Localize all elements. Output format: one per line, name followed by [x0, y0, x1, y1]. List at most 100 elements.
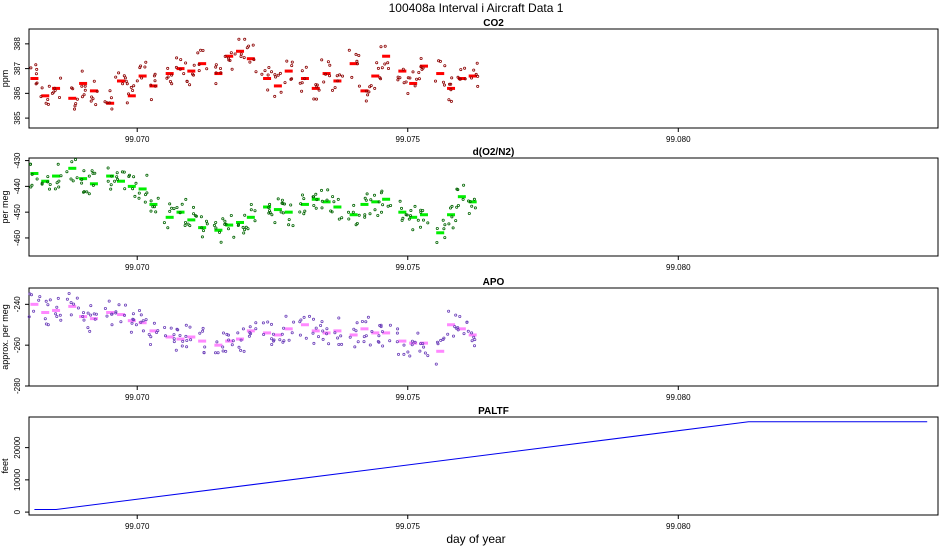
data-point: [219, 240, 223, 244]
data-point: [39, 95, 43, 99]
data-point: [276, 73, 280, 77]
data-point: [172, 207, 176, 211]
data-point: [254, 327, 258, 331]
data-point: [82, 93, 86, 97]
data-point: [333, 86, 337, 90]
data-point: [57, 185, 61, 189]
data-point: [43, 317, 47, 321]
data-point: [198, 331, 202, 335]
data-point: [188, 224, 192, 228]
data-point: [224, 349, 228, 353]
data-point: [221, 331, 225, 335]
data-point: [266, 88, 270, 92]
data-point: [461, 197, 465, 201]
data-point: [197, 69, 201, 73]
data-point: [302, 197, 306, 201]
data-point: [456, 75, 460, 79]
data-point: [347, 48, 351, 52]
data-point: [229, 213, 233, 217]
data-point: [188, 83, 192, 87]
data-point: [395, 340, 399, 344]
data-point: [168, 202, 172, 206]
x-tick-label: 99.070: [125, 522, 150, 531]
data-point: [357, 54, 361, 58]
data-point: [221, 349, 225, 353]
data-point: [463, 66, 467, 70]
data-point: [178, 333, 182, 337]
data-point: [328, 74, 332, 78]
data-point: [119, 320, 123, 324]
data-point: [163, 334, 167, 338]
x-tick-label: 99.080: [666, 393, 691, 402]
data-point: [254, 70, 258, 74]
data-point: [336, 336, 340, 340]
data-point: [192, 63, 196, 67]
data-point: [435, 226, 439, 230]
data-point: [298, 333, 302, 337]
data-point: [302, 315, 306, 319]
data-point: [383, 62, 387, 66]
data-point: [135, 79, 139, 83]
y-tick-label: -260: [13, 337, 22, 354]
data-point: [87, 192, 91, 196]
data-point: [354, 329, 358, 333]
data-point: [316, 335, 320, 339]
data-point: [120, 170, 124, 174]
data-point: [413, 340, 417, 344]
data-point: [388, 323, 392, 327]
data-point: [467, 211, 471, 215]
data-point: [269, 70, 273, 74]
data-point: [283, 81, 287, 85]
data-point: [376, 66, 380, 70]
data-point: [304, 336, 308, 340]
data-point: [365, 192, 369, 196]
data-point: [147, 332, 151, 336]
data-point: [221, 345, 225, 349]
data-point: [170, 73, 174, 77]
data-point: [336, 79, 340, 83]
data-point: [411, 228, 415, 232]
panel-4: PALTF feet 0 10000 20000 99.070 99.075 99.080: [0, 406, 939, 531]
data-point: [29, 293, 33, 297]
data-point: [314, 83, 318, 87]
data-point: [367, 90, 371, 94]
data-point: [154, 210, 158, 214]
data-point: [178, 67, 182, 71]
data-point: [165, 76, 169, 80]
x-tick-label: 99.070: [125, 393, 150, 402]
plot-frame: [28, 157, 939, 257]
panel-title: CO2: [483, 18, 504, 29]
data-point: [280, 332, 284, 336]
data-point: [179, 58, 183, 62]
data-point: [239, 55, 243, 59]
data-point: [449, 99, 453, 103]
data-point: [355, 62, 359, 66]
data-point: [399, 206, 403, 210]
data-point: [214, 65, 218, 69]
data-point: [443, 236, 447, 240]
data-point: [80, 177, 84, 181]
data-point: [450, 215, 454, 219]
data-point: [70, 160, 74, 164]
data-point: [86, 311, 90, 315]
data-point: [447, 309, 451, 313]
data-point: [110, 323, 114, 327]
data-point: [40, 182, 44, 186]
y-axis-label: feet: [0, 458, 10, 474]
data-point: [241, 225, 245, 229]
data-point: [221, 217, 225, 221]
data-point: [169, 326, 173, 330]
y-tick-label: 0: [13, 509, 22, 514]
data-point: [48, 187, 52, 191]
data-point: [364, 198, 368, 202]
data-point: [304, 65, 308, 69]
panel-3: APO approx. per meg-280 -260 -240 99.070 99.0…: [0, 277, 939, 402]
data-point: [65, 297, 69, 301]
data-point: [413, 84, 417, 88]
data-point: [459, 68, 463, 72]
x-tick-label: 99.070: [125, 263, 150, 272]
data-point: [201, 49, 205, 53]
data-point: [46, 303, 50, 307]
data-point: [71, 179, 75, 183]
data-point: [409, 208, 413, 212]
